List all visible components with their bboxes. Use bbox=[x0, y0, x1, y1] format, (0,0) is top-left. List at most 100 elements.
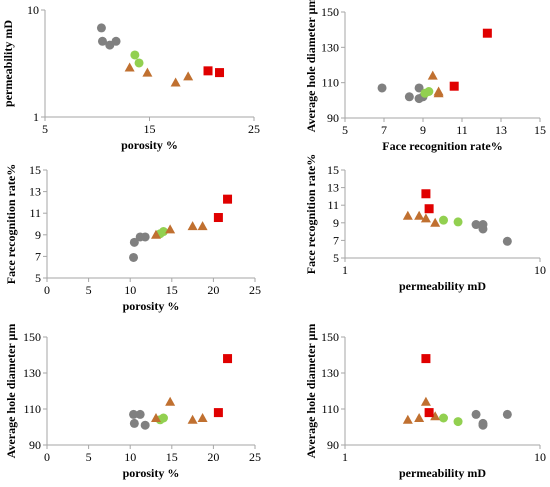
x-tick-label: 5 bbox=[342, 123, 348, 137]
data-point-triangle bbox=[183, 71, 194, 81]
data-point-triangle bbox=[433, 86, 444, 96]
data-point-triangle bbox=[420, 213, 431, 223]
data-point-circle bbox=[502, 409, 512, 419]
x-tick-label: 11 bbox=[456, 123, 468, 137]
data-point-triangle bbox=[197, 413, 208, 422]
data-point-square bbox=[449, 81, 459, 91]
x-tick-label: 25 bbox=[249, 450, 261, 464]
data-point-triangle bbox=[414, 210, 425, 220]
data-point-circle bbox=[404, 92, 414, 102]
data-point-square bbox=[421, 189, 431, 199]
data-point-circle bbox=[129, 252, 139, 262]
data-point-triangle bbox=[187, 221, 198, 231]
data-point-triangle bbox=[165, 396, 176, 406]
y-tick-label: 13 bbox=[327, 181, 339, 195]
y-tick-label: 5 bbox=[35, 271, 41, 285]
data-point-square bbox=[424, 408, 434, 418]
data-point-circle bbox=[377, 83, 387, 93]
data-point-circle bbox=[502, 236, 512, 246]
x-tick-label: 10 bbox=[124, 450, 136, 464]
x-tick-label: 10 bbox=[534, 450, 546, 464]
data-point-square bbox=[203, 66, 213, 76]
chart-4: 1 10 5 7 9 11 13 15 permeability mD Face recognit… bbox=[304, 154, 546, 293]
data-point-circle bbox=[129, 418, 139, 428]
y-tick-label: 150 bbox=[321, 5, 339, 19]
data-point-circle bbox=[478, 418, 488, 428]
y-tick-label: 90 bbox=[29, 438, 41, 452]
data-point-square bbox=[424, 204, 434, 214]
y-axis-label: Face recognition rate% bbox=[304, 154, 318, 274]
x-tick-label: 1 bbox=[342, 450, 348, 464]
data-point-circle bbox=[471, 409, 481, 419]
x-tick-label: 1 bbox=[342, 263, 348, 277]
y-tick-label: 150 bbox=[321, 330, 339, 344]
y-tick-label: 110 bbox=[321, 402, 339, 416]
x-tick-label: 15 bbox=[166, 450, 178, 464]
x-tick-label: 10 bbox=[124, 283, 136, 297]
x-tick-label: 15 bbox=[534, 123, 546, 137]
data-point-circle bbox=[134, 58, 144, 68]
data-point-square bbox=[223, 194, 233, 204]
y-tick-label: 9 bbox=[35, 228, 41, 242]
data-point-triangle bbox=[414, 413, 425, 422]
x-axis-label: permeability mD bbox=[399, 466, 486, 480]
data-point-circle bbox=[414, 83, 424, 93]
chart-5: 0 5 10 15 20 25 90 110 130 150 porosity % Average h… bbox=[4, 324, 261, 480]
x-axis-label: porosity % bbox=[123, 466, 180, 480]
y-tick-label: 110 bbox=[321, 76, 339, 90]
x-axis-label: porosity % bbox=[123, 299, 180, 313]
data-point-circle bbox=[424, 87, 434, 96]
x-tick-label: 20 bbox=[207, 283, 219, 297]
y-tick-label: 110 bbox=[23, 402, 41, 416]
data-point-circle bbox=[158, 413, 168, 423]
data-point-circle bbox=[158, 227, 168, 237]
y-tick-label: 5 bbox=[333, 251, 339, 265]
data-point-circle bbox=[129, 237, 139, 247]
y-tick-label: 7 bbox=[333, 233, 339, 247]
data-point-triangle bbox=[150, 413, 161, 422]
data-point-triangle bbox=[430, 217, 441, 227]
y-tick-label: 150 bbox=[23, 330, 41, 344]
data-point-circle bbox=[453, 217, 463, 227]
chart-2: 5 7 9 11 13 15 90 110 130 150 Face recognition rat… bbox=[304, 0, 546, 153]
y-tick-label: 1 bbox=[33, 110, 39, 124]
data-point-circle bbox=[439, 413, 449, 423]
data-point-circle bbox=[140, 232, 150, 242]
x-axis-label: permeability mD bbox=[399, 279, 486, 293]
x-tick-label: 13 bbox=[495, 123, 507, 137]
y-tick-label: 130 bbox=[321, 366, 339, 380]
data-point-square bbox=[213, 408, 223, 418]
y-tick-label: 13 bbox=[29, 185, 41, 199]
y-tick-label: 7 bbox=[35, 249, 41, 263]
data-point-circle bbox=[140, 420, 150, 430]
data-point-triangle bbox=[124, 62, 135, 72]
y-axis-label: Average hole diameter μm bbox=[304, 324, 318, 459]
x-tick-label: 20 bbox=[207, 450, 219, 464]
data-point-circle bbox=[471, 220, 481, 230]
data-point-circle bbox=[439, 215, 449, 225]
data-point-triangle bbox=[165, 224, 176, 234]
y-axis-label: Average hole diameter μm bbox=[4, 324, 18, 459]
data-point-circle bbox=[97, 36, 107, 46]
data-point-triangle bbox=[197, 221, 208, 231]
data-point-triangle bbox=[142, 67, 153, 77]
x-tick-label: 25 bbox=[249, 283, 261, 297]
data-point-circle bbox=[129, 409, 139, 419]
data-point-circle bbox=[96, 23, 106, 33]
y-tick-label: 90 bbox=[327, 111, 339, 125]
y-tick-label: 90 bbox=[327, 438, 339, 452]
data-point-circle bbox=[135, 409, 145, 419]
y-tick-label: 15 bbox=[327, 163, 339, 177]
y-tick-label: 9 bbox=[333, 216, 339, 230]
chart-1: 5 15 25 1 10 porosity % permeability mD bbox=[1, 3, 260, 152]
data-point-square bbox=[223, 354, 233, 364]
x-tick-label: 0 bbox=[44, 283, 50, 297]
y-tick-label: 130 bbox=[321, 40, 339, 54]
x-tick-label: 7 bbox=[381, 123, 387, 137]
data-point-square bbox=[213, 213, 223, 223]
x-tick-label: 0 bbox=[44, 450, 50, 464]
y-tick-label: 11 bbox=[29, 206, 41, 220]
